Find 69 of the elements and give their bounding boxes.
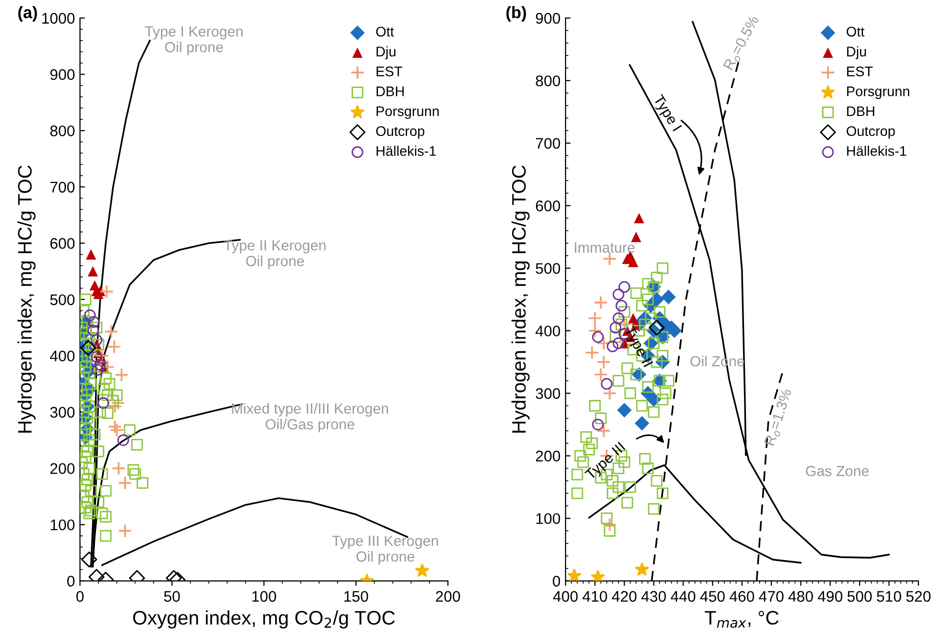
- y-tick-label: 100: [50, 519, 75, 530]
- y-axis-title: Hydrogen index, mg HC/g TOC: [17, 165, 36, 433]
- annotation: Immature: [574, 242, 635, 253]
- legend-label: DBH: [376, 86, 404, 96]
- annotation: Gas Zone: [806, 466, 869, 476]
- x-axis-title: T$_{max}$, °C: [704, 610, 779, 628]
- y-tick-label: 600: [536, 200, 560, 212]
- annotation: R$_{o}$=1.3%: [764, 388, 794, 447]
- x-tick-label: 500: [847, 591, 872, 602]
- annotation: Type III: [584, 442, 628, 482]
- x-axis-title: Oxygen index, mg CO$_{2}$/g TOC: [133, 610, 395, 629]
- x-tick-label: 100: [252, 591, 276, 602]
- y-tick-label: 200: [50, 463, 75, 474]
- legend-label: Outcrop: [846, 126, 895, 139]
- x-tick-label: 0: [76, 591, 84, 602]
- annotation: Type I Kerogen Oil prone: [144, 26, 243, 56]
- y-tick-label: 1000: [42, 12, 75, 24]
- annotation: Type II Kerogen Oil prone: [224, 240, 326, 270]
- y-tick-label: 700: [536, 138, 560, 149]
- y-tick-label: 300: [50, 406, 75, 418]
- y-tick-label: 400: [536, 326, 560, 336]
- y-tick-label: 800: [50, 125, 75, 136]
- legend-label: Porsgrunn: [847, 86, 910, 99]
- y-tick-label: 500: [50, 294, 75, 306]
- legend-label: Dju: [847, 46, 866, 60]
- legend-label: Porsgrunn: [376, 106, 439, 119]
- x-tick-label: 520: [906, 591, 931, 602]
- legend-label: DBH: [847, 106, 874, 116]
- legend-label: Hällekis-1: [847, 146, 906, 156]
- y-tick-label: 100: [536, 513, 560, 524]
- x-tick-label: 480: [788, 591, 813, 602]
- legend-label: EST: [847, 66, 873, 76]
- y-tick-label: 400: [50, 350, 75, 362]
- y-tick-label: 0: [67, 576, 75, 587]
- x-tick-label: 400: [553, 591, 578, 602]
- y-tick-label: 300: [536, 388, 560, 399]
- y-tick-label: 600: [50, 238, 75, 249]
- x-tick-label: 460: [730, 591, 754, 602]
- legend-label: Hällekis-1: [376, 146, 436, 156]
- x-tick-label: 470: [758, 591, 784, 602]
- x-tick-label: 450: [700, 591, 725, 602]
- x-tick-label: 200: [436, 591, 460, 602]
- legend-label: Ott: [846, 26, 864, 37]
- x-tick-label: 420: [612, 591, 636, 602]
- annotation: R$_{o}$=0.5%: [722, 14, 762, 72]
- legend-label: EST: [376, 66, 402, 76]
- chart-title: (a): [18, 6, 37, 22]
- annotation: Type III Kerogen Oil prone: [332, 536, 438, 565]
- legend-label: Outcrop: [376, 126, 424, 139]
- x-tick-label: 150: [344, 591, 368, 602]
- y-tick-label: 900: [536, 12, 560, 24]
- chart-title: (b): [506, 6, 526, 22]
- y-tick-label: 0: [552, 576, 560, 587]
- y-tick-label: 800: [536, 75, 560, 86]
- y-axis-title: Hydrogen index, mg HC/g TOC: [512, 165, 530, 433]
- legend-label: Ott: [376, 26, 394, 37]
- x-tick-label: 440: [670, 591, 696, 602]
- annotation: Type II: [622, 325, 654, 369]
- y-tick-label: 200: [536, 450, 560, 462]
- x-tick-label: 410: [582, 591, 608, 602]
- y-tick-label: 500: [536, 263, 560, 274]
- y-tick-label: 900: [50, 69, 75, 80]
- x-tick-label: 510: [876, 591, 902, 602]
- legend-label: Dju: [376, 46, 396, 60]
- annotation: Mixed type II/III Kerogen Oil/Gas prone: [232, 403, 388, 432]
- y-tick-label: 700: [50, 182, 75, 193]
- x-tick-label: 490: [818, 591, 842, 602]
- x-tick-label: 50: [164, 591, 180, 602]
- x-tick-label: 430: [641, 591, 666, 602]
